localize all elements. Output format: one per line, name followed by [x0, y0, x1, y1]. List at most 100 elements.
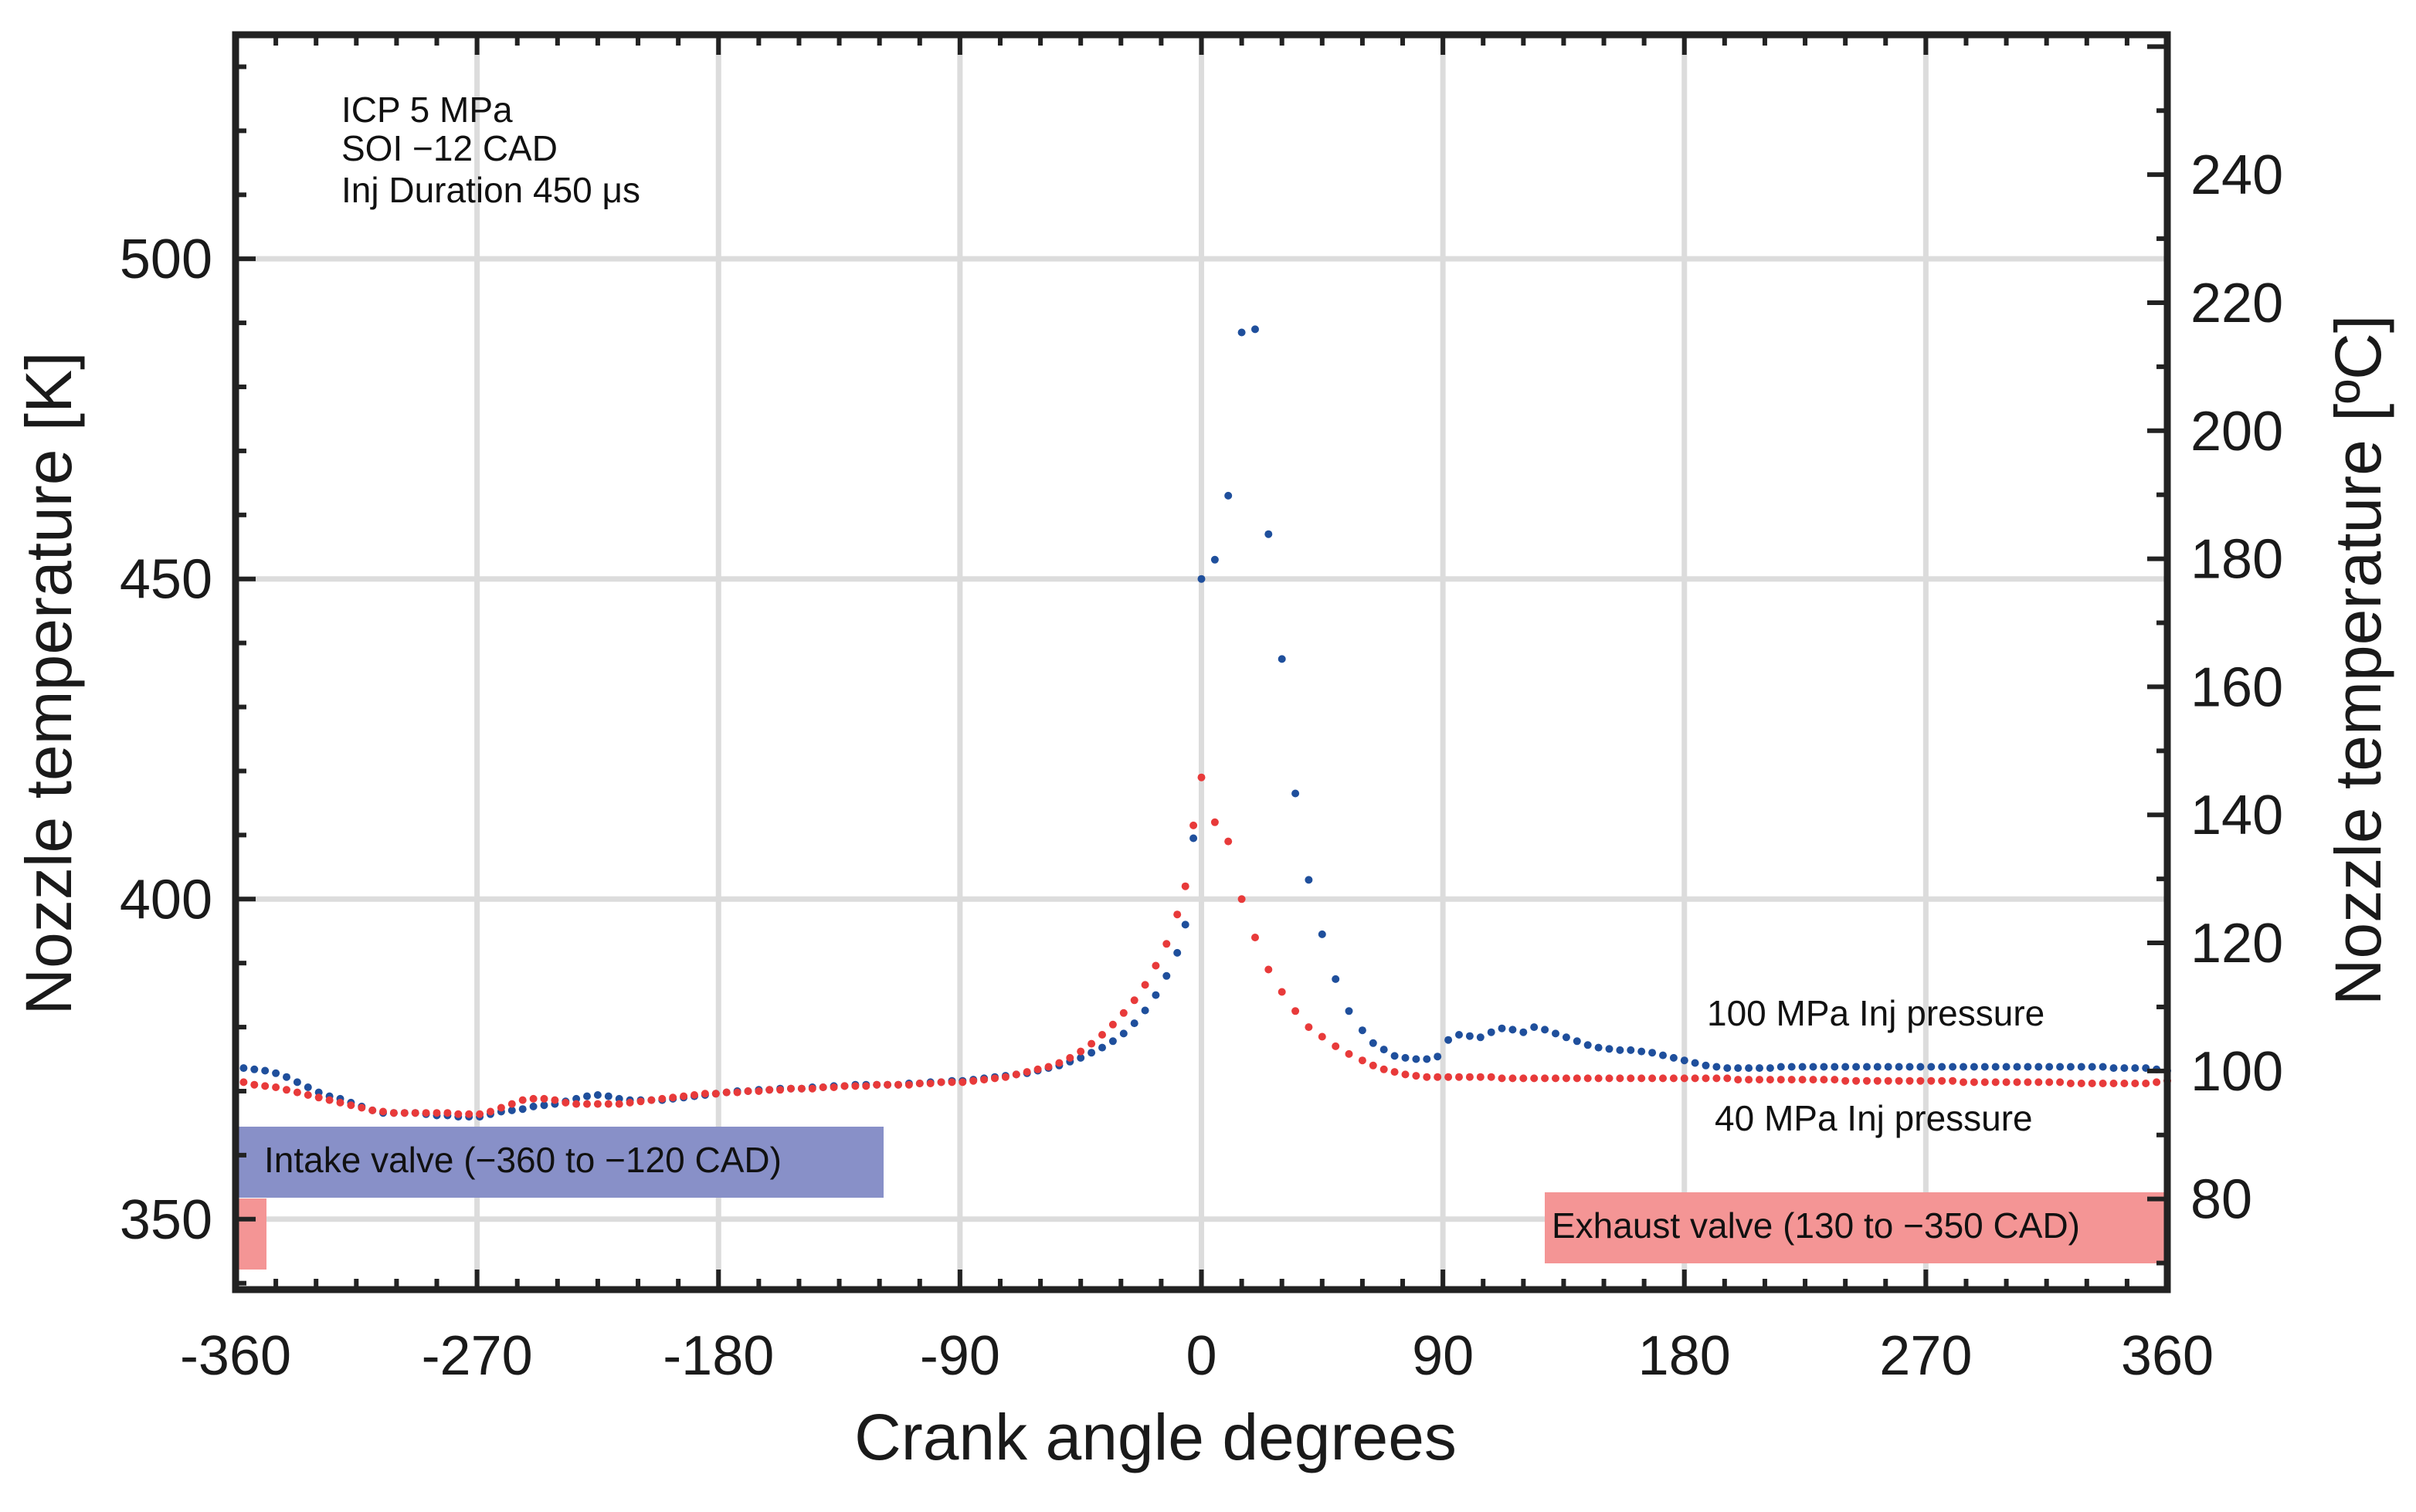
point-100-mpa: [1305, 876, 1313, 884]
point-100-mpa: [604, 1092, 612, 1100]
point-100-mpa: [1498, 1024, 1506, 1032]
point-40-mpa: [1702, 1074, 1710, 1083]
y-right-tick-label: 80: [2190, 1169, 2252, 1231]
point-40-mpa: [2120, 1080, 2129, 1087]
point-40-mpa: [261, 1082, 270, 1090]
point-40-mpa: [980, 1076, 989, 1084]
point-100-mpa: [540, 1101, 548, 1110]
point-40-mpa: [2088, 1080, 2096, 1087]
point-40-mpa: [1552, 1074, 1559, 1083]
point-40-mpa: [1852, 1076, 1861, 1085]
point-40-mpa: [562, 1098, 570, 1107]
x-tick-label: 90: [1412, 1325, 1474, 1387]
x-tick-label: -360: [180, 1325, 291, 1387]
y-right-tick-label: 180: [2190, 529, 2283, 591]
point-100-mpa: [1390, 1052, 1399, 1060]
point-40-mpa: [969, 1076, 978, 1085]
point-40-mpa: [744, 1087, 752, 1095]
point-40-mpa: [1278, 988, 1286, 996]
point-100-mpa: [2002, 1063, 2011, 1071]
point-40-mpa: [1680, 1074, 1688, 1083]
y-axis-title-right: Nozzle temperature [ºC]: [2322, 315, 2394, 1005]
point-40-mpa: [1798, 1076, 1807, 1084]
point-40-mpa: [422, 1109, 430, 1117]
point-40-mpa: [2056, 1078, 2065, 1087]
point-100-mpa: [1884, 1063, 1892, 1071]
point-40-mpa: [1055, 1059, 1064, 1067]
point-100-mpa: [1970, 1063, 1978, 1071]
point-100-mpa: [1332, 975, 1340, 983]
point-40-mpa: [1251, 934, 1259, 941]
point-100-mpa: [1627, 1046, 1635, 1054]
point-100-mpa: [1938, 1063, 1946, 1071]
point-40-mpa: [325, 1096, 334, 1104]
point-40-mpa: [1444, 1073, 1453, 1081]
point-40-mpa: [1648, 1074, 1657, 1083]
x-tick-label: 180: [1638, 1325, 1731, 1387]
point-40-mpa: [948, 1078, 956, 1087]
point-40-mpa: [400, 1109, 409, 1117]
point-100-mpa: [1616, 1046, 1624, 1054]
point-40-mpa: [540, 1094, 548, 1103]
point-40-mpa: [1927, 1076, 1936, 1085]
point-100-mpa: [1152, 991, 1160, 999]
label-40-mpa: 40 MPa Inj pressure: [1715, 1098, 2033, 1138]
exhaust-band: [1545, 1192, 2167, 1263]
point-40-mpa: [615, 1100, 623, 1108]
point-100-mpa: [1088, 1049, 1096, 1057]
point-40-mpa: [583, 1100, 591, 1108]
point-40-mpa: [1162, 940, 1171, 948]
point-100-mpa: [1318, 930, 1326, 938]
point-40-mpa: [830, 1083, 838, 1091]
point-40-mpa: [1237, 895, 1246, 903]
point-100-mpa: [1251, 325, 1259, 334]
point-40-mpa: [250, 1080, 259, 1089]
point-100-mpa: [1723, 1064, 1732, 1073]
point-100-mpa: [1583, 1041, 1592, 1049]
point-100-mpa: [1787, 1063, 1796, 1071]
point-100-mpa: [1960, 1063, 1967, 1071]
point-100-mpa: [1798, 1063, 1807, 1071]
point-100-mpa: [1916, 1063, 1925, 1071]
point-40-mpa: [1594, 1074, 1603, 1083]
point-100-mpa: [1141, 1006, 1149, 1015]
point-100-mpa: [1702, 1061, 1710, 1070]
point-40-mpa: [572, 1100, 581, 1108]
point-40-mpa: [507, 1100, 516, 1108]
point-100-mpa: [1863, 1063, 1871, 1071]
point-100-mpa: [518, 1105, 527, 1114]
point-40-mpa: [551, 1096, 559, 1104]
point-40-mpa: [443, 1109, 452, 1117]
point-40-mpa: [1723, 1074, 1732, 1083]
point-100-mpa: [1291, 789, 1300, 798]
point-40-mpa: [636, 1097, 645, 1106]
point-100-mpa: [1119, 1029, 1128, 1038]
y-right-tick-label: 240: [2190, 144, 2283, 206]
point-100-mpa: [261, 1066, 270, 1075]
point-40-mpa: [1098, 1031, 1106, 1039]
point-40-mpa: [1991, 1078, 2000, 1087]
point-40-mpa: [2153, 1078, 2161, 1087]
point-100-mpa: [2088, 1063, 2096, 1071]
point-40-mpa: [476, 1110, 484, 1118]
point-100-mpa: [529, 1102, 538, 1110]
point-100-mpa: [1197, 575, 1206, 583]
point-100-mpa: [1573, 1037, 1581, 1046]
point-100-mpa: [1637, 1047, 1646, 1056]
point-40-mpa: [239, 1078, 248, 1087]
x-tick-label: -270: [422, 1325, 533, 1387]
point-40-mpa: [1434, 1073, 1442, 1081]
point-40-mpa: [926, 1080, 935, 1087]
point-40-mpa: [1766, 1076, 1774, 1084]
point-40-mpa: [1691, 1074, 1699, 1083]
y-left-tick-label: 400: [120, 869, 212, 931]
point-40-mpa: [593, 1100, 602, 1108]
point-100-mpa: [1541, 1026, 1549, 1034]
point-40-mpa: [2034, 1078, 2043, 1087]
point-40-mpa: [658, 1094, 667, 1103]
point-40-mpa: [626, 1098, 634, 1107]
point-40-mpa: [379, 1107, 387, 1116]
point-40-mpa: [819, 1083, 827, 1091]
point-40-mpa: [1379, 1065, 1388, 1073]
point-100-mpa: [250, 1065, 259, 1073]
